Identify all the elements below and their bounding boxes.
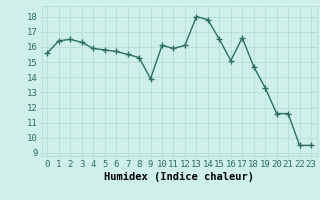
- X-axis label: Humidex (Indice chaleur): Humidex (Indice chaleur): [104, 172, 254, 182]
